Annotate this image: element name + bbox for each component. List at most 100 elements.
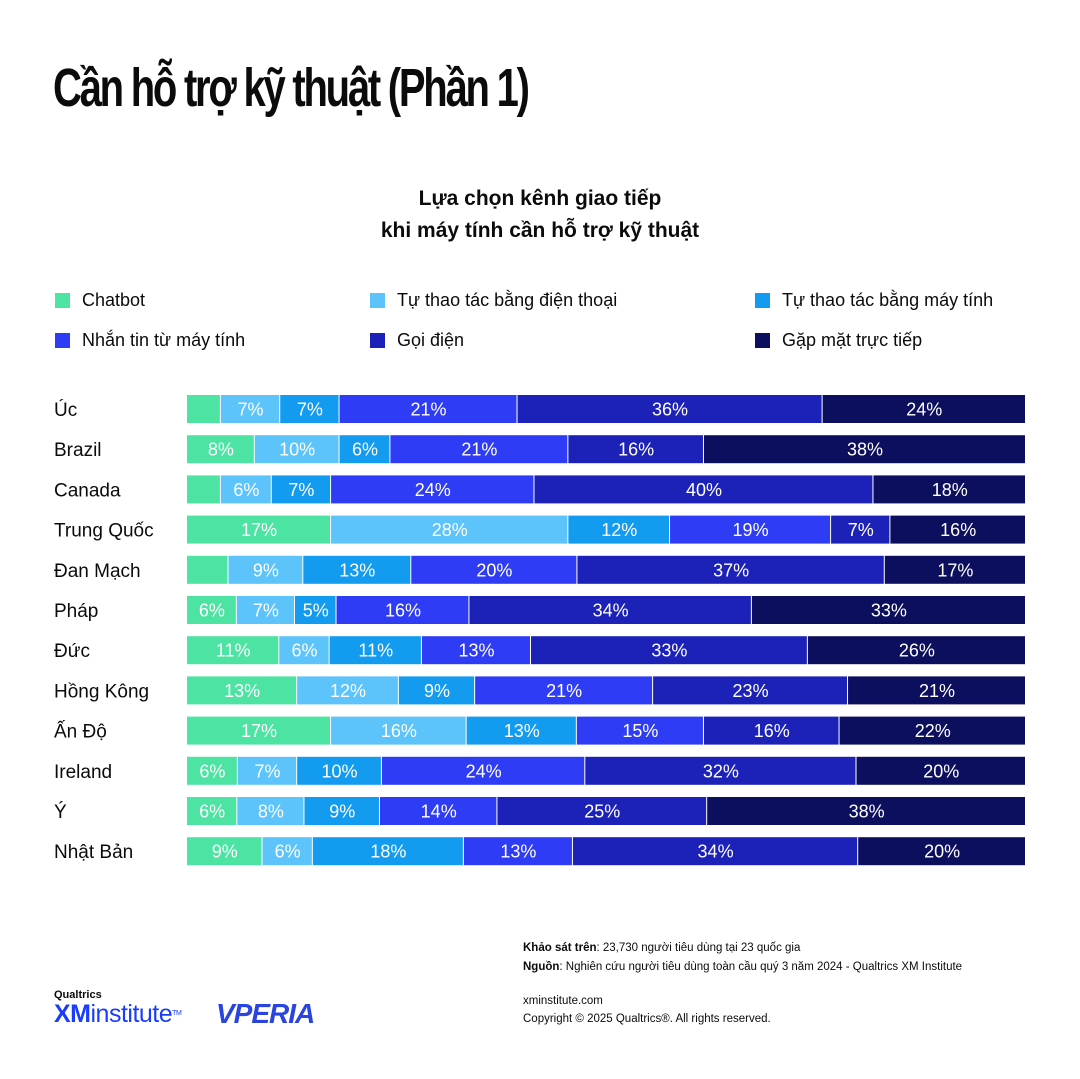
bar-value-label: 7% [848,520,874,540]
bar-segment [262,837,312,866]
bar-segment [294,596,336,624]
bar-value-label: 21% [919,681,955,701]
bar-value-label: 22% [915,721,951,741]
bar-value-label: 16% [381,721,417,741]
qualtrics-wordmark: Qualtrics [54,989,102,1001]
bar-value-label: 16% [618,440,654,460]
bar-segment [220,395,280,423]
bar-segment [228,555,303,584]
bar-segment [187,596,236,624]
bar-value-label: 25% [584,802,620,822]
bar-value-label: 20% [923,761,959,781]
bar-value-label: 15% [622,721,658,741]
bar-segment [237,797,304,825]
bar-segment [237,756,297,785]
bar-segment [703,716,839,745]
bar-segment [271,475,331,504]
bar-segment [822,395,1025,423]
bar-value-label: 17% [241,520,277,540]
bar-segment [466,716,576,745]
chart-title-line-2: khi máy tính cần hỗ trợ kỹ thuật [380,219,700,242]
bar-value-label: 20% [924,842,960,862]
chart-title: Lựa chọn kênh giao tiếp khi máy tính cần… [0,183,1080,247]
bar-segment [839,716,1025,745]
bar-segment [187,636,279,665]
bar-value-label: 28% [432,520,468,540]
bar-segment [187,435,254,464]
bar-segment [421,636,530,665]
bar-value-label: 24% [466,761,502,781]
survey-note: Khảo sát trên: 23,730 người tiêu dùng tạ… [523,941,800,955]
category-label: Nhật Bản [54,842,133,863]
bar-value-label: 21% [411,400,447,420]
bar-value-label: 12% [330,681,366,701]
bar-segment [568,515,670,544]
bar-value-label: 11% [358,641,393,661]
bar-value-label: 13% [500,842,536,862]
legend-item-computer-messaging: Nhắn tin từ máy tính [55,328,245,352]
bar-value-label: 7% [255,761,281,781]
bar-value-label: 32% [703,761,739,781]
website-link[interactable]: xminstitute.com [523,995,603,1007]
bar-value-label: 13% [339,560,375,580]
bar-value-label: 6% [352,440,378,460]
bar-segment [530,636,807,665]
bar-value-label: 21% [461,440,497,460]
bar-segment [848,676,1025,705]
bar-segment [831,515,890,544]
category-label: Úc [54,399,77,421]
category-label: Trung Quốc [54,521,154,542]
bar-value-label: 16% [754,721,790,741]
bar-value-label: 18% [370,842,406,862]
bar-value-label: 9% [212,842,238,862]
bar-segment [303,555,411,584]
bar-segment [187,676,297,705]
category-label: Ý [54,802,67,823]
legend-item-phone-call: Gọi điện [370,328,464,352]
bar-segment [187,475,220,504]
bar-segment [187,797,237,825]
bar-value-label: 10% [279,440,315,460]
bar-value-label: 6% [233,480,259,500]
bar-segment [304,797,379,825]
bar-value-label: 23% [733,681,769,701]
bar-segment [890,515,1025,544]
category-label: Hồng Kông [54,681,149,702]
source-text: : Nghiên cứu người tiêu dùng toàn cầu qu… [559,961,963,973]
legend-swatch-computer-self-service [755,292,770,308]
legend-label-phone-self-service: Tự thao tác bằng điện thoại [397,289,618,310]
bar-segment [280,395,339,423]
bar-value-label: 17% [937,560,973,580]
bar-segment [517,395,822,423]
bar-value-label: 34% [698,842,734,862]
bar-value-label: 13% [224,681,260,701]
legend-label-in-person: Gặp mặt trực tiếp [782,329,923,350]
bar-value-label: 20% [476,560,512,580]
bar-value-label: 7% [253,601,279,621]
bar-segment [703,435,1025,464]
survey-label: Khảo sát trên [523,942,597,954]
category-label: Pháp [54,601,98,622]
bar-value-label: 12% [601,520,637,540]
bar-segment [707,797,1025,825]
bar-segment [475,676,653,705]
category-label: Canada [54,480,121,501]
category-label: Ireland [54,762,112,783]
bar-value-label: 17% [241,721,277,741]
bar-segment [331,515,568,544]
bar-segment [331,716,466,745]
bar-value-label: 19% [733,520,769,540]
bar-segment [585,756,856,785]
bar-segment [331,475,534,504]
bar-value-label: 9% [424,681,450,701]
bar-value-label: 10% [322,761,358,781]
stacked-bar-chart: Úc 7% 7% 21% 36% 24% Brazil 8% 10% 6% 21% 16% 38% Can… [54,395,1025,866]
bar-value-label: 6% [275,842,301,862]
bar-value-label: 11% [216,641,251,661]
bar-value-label: 5% [303,601,329,621]
legend-item-in-person: Gặp mặt trực tiếp [755,328,922,352]
bar-segment [576,716,703,745]
bar-segment [398,676,475,705]
bar-value-label: 13% [458,641,494,661]
bar-value-label: 16% [385,601,421,621]
